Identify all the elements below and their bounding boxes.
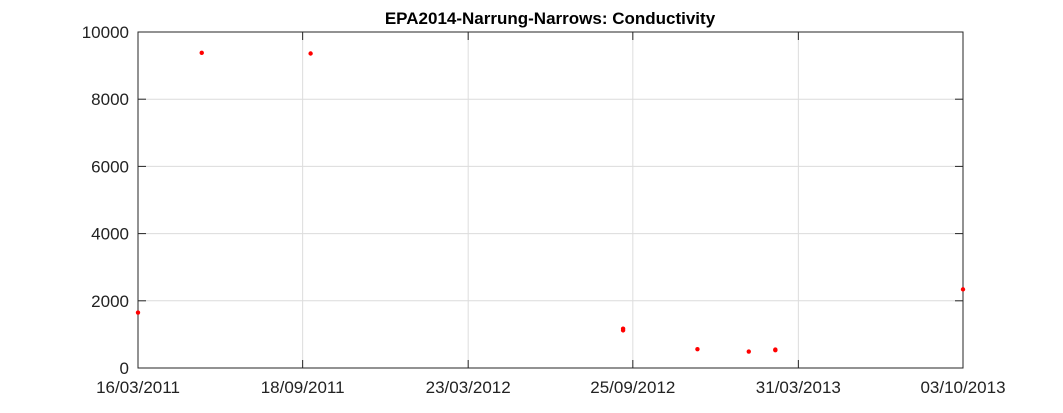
y-tick-label: 10000 <box>82 23 129 42</box>
data-point <box>308 51 313 56</box>
x-tick-label: 31/03/2013 <box>756 378 841 397</box>
data-points <box>135 50 966 354</box>
x-tick-label: 23/03/2012 <box>426 378 511 397</box>
data-point <box>695 346 700 352</box>
x-tick-label: 25/09/2012 <box>590 378 675 397</box>
grid <box>137 31 964 369</box>
data-point <box>620 326 626 331</box>
y-tick-label: 0 <box>120 359 129 378</box>
data-point <box>773 347 778 353</box>
data-point <box>960 287 966 292</box>
data-point <box>135 310 141 315</box>
data-point <box>746 349 751 354</box>
y-tick-label: 6000 <box>91 157 129 176</box>
x-tick-label: 18/09/2011 <box>261 378 345 397</box>
y-axis: 0 2000 4000 6000 8000 10000 <box>82 23 963 378</box>
plot-frame <box>137 31 964 369</box>
chart-title: EPA2014-Narrung-Narrows: Conductivity <box>385 9 716 28</box>
x-tick-label: 03/10/2013 <box>920 378 1005 397</box>
x-axis: 16/03/2011 18/09/2011 23/03/2012 25/09/2012… <box>96 32 1006 397</box>
data-point <box>199 50 204 56</box>
y-tick-label: 4000 <box>91 225 129 244</box>
x-tick-label: 16/03/2011 <box>96 378 180 397</box>
y-tick-label: 2000 <box>91 292 129 311</box>
y-tick-label: 8000 <box>91 90 129 109</box>
